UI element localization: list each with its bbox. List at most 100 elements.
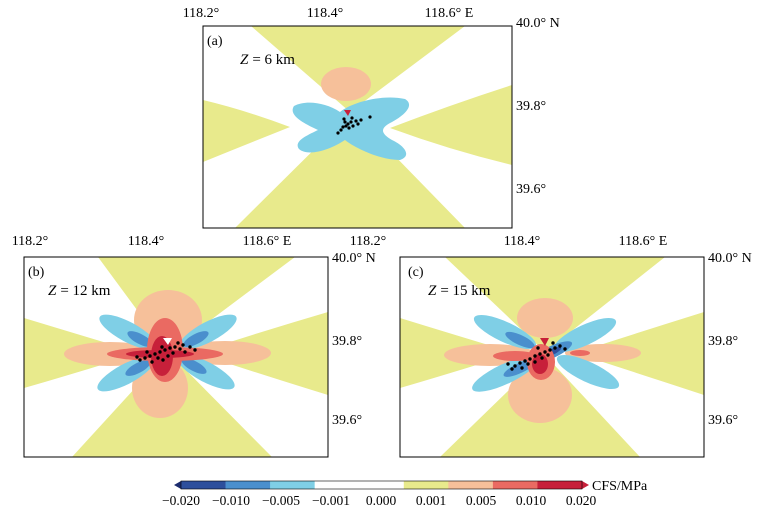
orange-lobe-south [508,367,572,423]
epicenter-dot [518,361,522,365]
panel-c-frame [399,256,705,458]
lat-tick: 39.6° [708,413,738,428]
epicenter-dot [150,360,154,364]
epicenter-dot [160,345,164,349]
depth-variable: Z [240,52,249,68]
epicenter-dot [553,346,557,350]
lat-tick: 40.0° N [708,251,752,266]
depth-value: = 6 km [252,52,295,68]
colorbar-unit: CFS/MPa [592,479,648,494]
epicenter-dot [548,348,552,352]
colorbar-segment [448,481,494,489]
orange-lobe-north [321,67,371,101]
panel-a-epicenters [336,115,372,135]
epicenter-dot [513,364,517,368]
epicenter-dot [336,131,340,135]
lon-tick: 118.6° E [619,234,668,249]
epicenter-dot [551,341,555,345]
epicenter-dot [351,124,355,128]
panel-label: (a) [207,34,223,49]
epicenter-dot [520,366,524,370]
blue-core-sw [125,360,151,376]
epicenter-dot [176,341,180,345]
epicenter-dot [344,124,348,128]
epicenter-dot [183,350,187,354]
colorbar-segment [225,481,271,489]
epicenter-dot [543,350,547,354]
epicenter-dot [523,359,527,363]
colorbar-segment [403,481,449,489]
colorbar: −0.020 −0.010 −0.005 −0.001 0.000 0.001 … [162,479,648,508]
blue-lobe-cross [292,97,410,160]
colorbar-tick: 0.000 [366,493,397,508]
yellow-lobe-bottom [235,112,465,228]
orange-lobe-east [565,344,641,362]
depth-label: Z = 12 km [48,283,111,299]
epicenter-dot [161,358,165,362]
epicenter-dot [558,344,562,348]
lat-tick: 39.8° [708,334,738,349]
colorbar-tick: −0.010 [212,493,250,508]
lon-tick: 118.2° [12,234,49,249]
lon-tick: 118.6° E [425,6,474,21]
epicenter-dot [538,352,542,356]
panel-a-map [203,26,512,228]
depth-label: Z = 6 km [240,52,295,68]
colorbar-segment [270,481,315,489]
panel-a-frame [202,25,513,229]
panel-c-epicenters [506,341,567,371]
blue-core-ne [183,331,209,347]
epicenter-dot [166,354,170,358]
epicenter-dot [171,351,175,355]
epicenter-dot [193,348,197,352]
epicenter-dot [350,116,354,120]
colorbar-segments [181,481,583,489]
epicenter-dot [173,345,177,349]
yellow-lobe-left [203,100,290,162]
colorbar-segment [314,481,360,489]
red-band-east [570,350,590,356]
lat-tick: 40.0° N [516,16,560,31]
epicenter-dot [188,345,192,349]
epicenter-dot [341,125,345,129]
colorbar-tick: −0.020 [162,493,200,508]
epicenter-dot [526,362,530,366]
red-hotspot [540,338,549,346]
epicenter-dot [368,115,372,119]
colorbar-segment [359,481,405,489]
epicenter-dot [349,120,353,124]
epicenter-dot [181,343,185,347]
lat-tick: 39.8° [516,99,546,114]
panel-a: (a) Z = 6 km 118.2° 118.4° 118.6° E 40.0°… [183,6,560,229]
epicenter-dot [510,367,514,371]
depth-value: = 15 km [440,283,490,299]
blue-core-nw [505,331,535,349]
epicenter-dot [178,347,182,351]
epicenter-dot [342,117,346,121]
panel-label: (b) [28,265,45,280]
yellow-lobe-right [390,85,512,165]
white-notch [163,338,172,345]
panel-c-map [400,257,704,457]
lon-tick: 118.4° [128,234,165,249]
epicenter-dot [546,353,550,357]
lon-tick: 118.2° [350,234,387,249]
depth-label: Z = 15 km [428,283,491,299]
panel-b-frame [23,256,329,458]
panel-label: (c) [408,265,424,280]
epicenter-dot [163,348,167,352]
epicenter-dot [540,356,544,360]
epicenter-dot [536,346,540,350]
epicenter-dot [158,350,162,354]
colorbar-segment [181,481,226,489]
epicenter-dot [143,356,147,360]
epicenter-dot [135,355,139,359]
epicenter-dot [563,347,567,351]
epicenter-dot [168,346,172,350]
colorbar-tick: 0.001 [416,493,446,508]
blue-core-nw [127,331,153,347]
epicenter-dot [153,352,157,356]
epicenter-dot [145,350,149,354]
epicenter-dot [138,358,142,362]
panel-b: (b) Z = 12 km 118.2° 118.4° 118.6° E 40.0… [12,234,376,458]
